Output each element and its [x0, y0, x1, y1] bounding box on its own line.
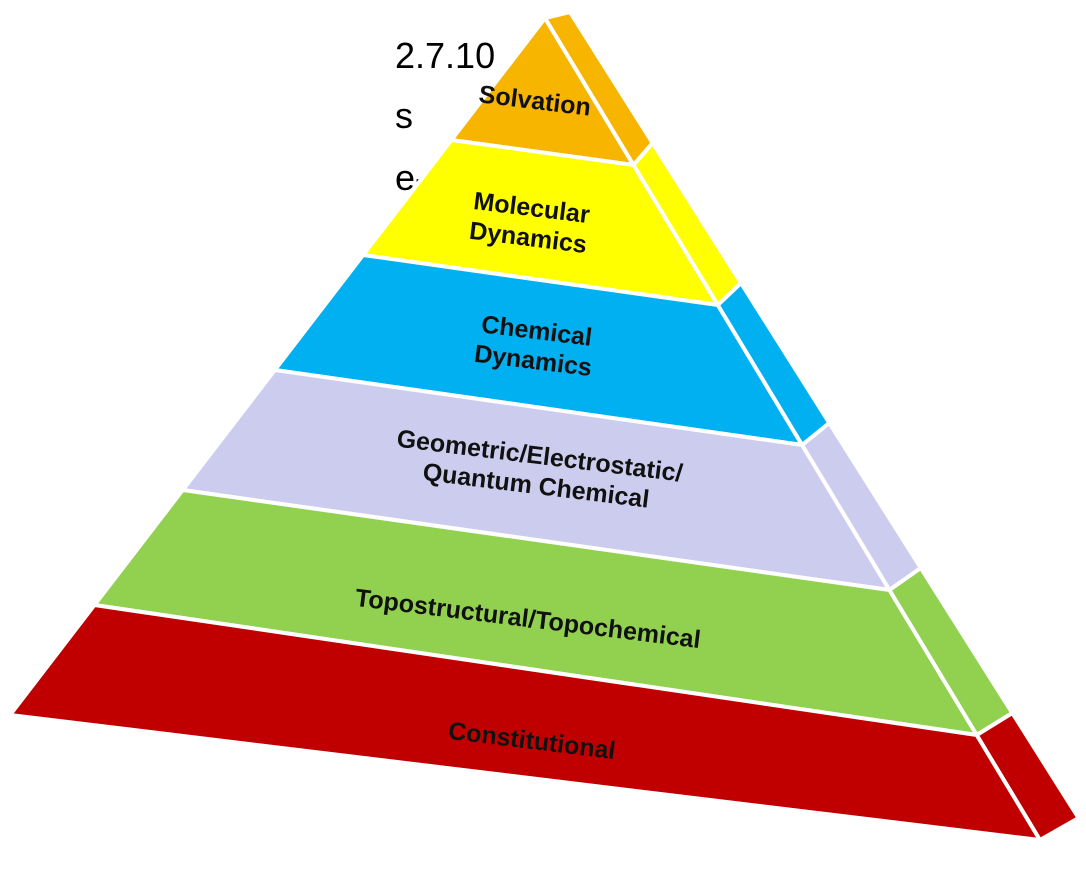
left-text: 2.7.10 — [395, 35, 495, 76]
pyramid: SolvationMolecularDynamicsChemicalDynami… — [10, 12, 1079, 840]
slide: 2.7.10 s e-filtering elated SolvationMol… — [0, 0, 1086, 873]
page: 2.7.10 s e-filtering elated SolvationMol… — [0, 0, 1086, 873]
left-text: s — [395, 95, 413, 136]
